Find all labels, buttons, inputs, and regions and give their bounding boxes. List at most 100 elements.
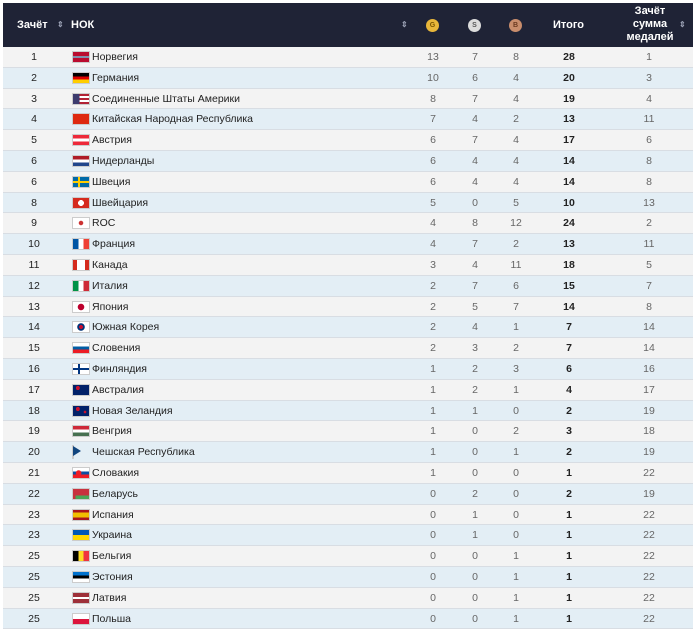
table-row[interactable]: 23 Украина 0 1 0 1 22 — [3, 525, 693, 547]
table-row[interactable]: 23 Испания 0 1 0 1 22 — [3, 504, 693, 526]
table-row[interactable]: 9 ROC 4 8 12 24 2 — [3, 213, 693, 235]
table-row[interactable]: 18 Новая Зеландия 1 1 0 2 19 — [3, 400, 693, 422]
rank: 6 — [31, 175, 37, 188]
flag-icon — [72, 258, 90, 271]
rank: 14 — [28, 321, 40, 334]
country-name[interactable]: Латвия — [92, 591, 127, 604]
country-name[interactable]: Швейцария — [92, 196, 149, 209]
country-name[interactable]: Норвегия — [92, 51, 138, 63]
table-row[interactable]: 11 Канада 3 4 11 18 5 — [3, 254, 693, 276]
country-name[interactable]: Южная Корея — [92, 321, 160, 334]
table-row[interactable]: 1 Норвегия 13 7 8 28 1 — [3, 47, 693, 68]
bronze-count: 6 — [513, 279, 519, 292]
rank-by-total: 18 — [643, 425, 655, 438]
bronze-medal-icon[interactable]: B — [509, 19, 522, 32]
country-name[interactable]: Испания — [92, 508, 134, 521]
col-rank-total-header[interactable]: Зачёт сумма медалей — [626, 5, 674, 43]
table-row[interactable]: 8 Швейцария 5 0 5 10 13 — [3, 192, 693, 214]
country-name[interactable]: Австрия — [92, 134, 132, 147]
total-count: 20 — [563, 71, 575, 84]
country-name[interactable]: Италия — [92, 279, 128, 292]
bronze-count: 0 — [513, 529, 519, 542]
rank: 25 — [28, 570, 40, 583]
country-name[interactable]: Словакия — [92, 466, 140, 479]
rank-by-total: 3 — [646, 71, 652, 84]
total-count: 2 — [566, 487, 572, 500]
total-count: 3 — [566, 425, 572, 438]
table-row[interactable]: 25 Латвия 0 0 1 1 22 — [3, 587, 693, 609]
country-name[interactable]: Польша — [92, 612, 132, 625]
country-name[interactable]: Украина — [92, 529, 132, 542]
country-name[interactable]: Словения — [92, 342, 141, 355]
country-name[interactable]: Бельгия — [92, 550, 132, 563]
bronze-count: 5 — [513, 196, 519, 209]
rank: 23 — [28, 508, 40, 521]
table-row[interactable]: 15 Словения 2 3 2 7 14 — [3, 338, 693, 359]
flag-icon — [72, 92, 90, 105]
sort-noc-icon[interactable]: ⇕ — [401, 20, 408, 29]
country-name[interactable]: Соединенные Штаты Америки — [92, 92, 240, 105]
country-name[interactable]: Нидерланды — [92, 154, 155, 167]
silver-count: 7 — [472, 134, 478, 147]
gold-medal-icon[interactable]: G — [426, 19, 439, 32]
country-name[interactable]: Швеция — [92, 175, 131, 188]
table-row[interactable]: 25 Эстония 0 0 1 1 22 — [3, 566, 693, 588]
rank-by-total: 22 — [643, 529, 655, 542]
bronze-count: 11 — [510, 258, 522, 271]
col-noc-header[interactable]: НОК — [71, 19, 95, 31]
table-row[interactable]: 12 Италия 2 7 6 15 7 — [3, 275, 693, 297]
table-row[interactable]: 22 Беларусь 0 2 0 2 19 — [3, 483, 693, 505]
country-name[interactable]: Канада — [92, 258, 128, 271]
country-name[interactable]: Япония — [92, 300, 129, 313]
country-name[interactable]: Финляндия — [92, 362, 147, 375]
table-row[interactable]: 5 Австрия 6 7 4 17 6 — [3, 130, 693, 151]
table-row[interactable]: 25 Бельгия 0 0 1 1 22 — [3, 546, 693, 567]
table-row[interactable]: 10 Франция 4 7 2 13 11 — [3, 234, 693, 255]
silver-count: 4 — [472, 321, 478, 334]
flag-icon — [72, 113, 90, 126]
table-row[interactable]: 20 Чешская Республика 1 0 1 2 19 — [3, 442, 693, 463]
country-name[interactable]: Венгрия — [92, 425, 132, 438]
flag-icon — [72, 175, 90, 188]
table-row[interactable]: 3 Соединенные Штаты Америки 8 7 4 19 4 — [3, 88, 693, 110]
sort-rank-icon[interactable]: ⇕ — [57, 20, 64, 29]
total-count: 1 — [566, 508, 572, 521]
medal-table: Зачёт ⇕ НОК ⇕ G S B Итого Зачёт сумма ме… — [3, 3, 693, 630]
country-name[interactable]: Беларусь — [92, 487, 138, 500]
flag-icon — [72, 71, 90, 84]
table-row[interactable]: 2 Германия 10 6 4 20 3 — [3, 67, 693, 89]
bronze-count: 0 — [513, 404, 519, 417]
col-total-header[interactable]: Итого — [553, 19, 585, 31]
table-row[interactable]: 17 Австралия 1 2 1 4 17 — [3, 379, 693, 401]
gold-count: 6 — [430, 154, 436, 167]
country-name[interactable]: Чешская Республика — [92, 446, 195, 459]
sort-rank-total-icon[interactable]: ⇕ — [679, 20, 686, 29]
table-row[interactable]: 16 Финляндия 1 2 3 6 16 — [3, 358, 693, 380]
country-name[interactable]: ROC — [92, 217, 116, 230]
rank-by-total: 1 — [646, 51, 652, 63]
country-name[interactable]: Франция — [92, 238, 136, 251]
total-count: 24 — [563, 217, 575, 230]
flag-icon — [72, 508, 90, 521]
country-name[interactable]: Китайская Народная Республика — [92, 113, 254, 126]
table-row[interactable]: 13 Япония 2 5 7 14 8 — [3, 296, 693, 318]
country-name[interactable]: Новая Зеландия — [92, 404, 173, 417]
col-rank-header[interactable]: Зачёт — [17, 19, 48, 31]
table-row[interactable]: 19 Венгрия 1 0 2 3 18 — [3, 421, 693, 443]
rank-by-total: 22 — [643, 570, 655, 583]
silver-medal-icon[interactable]: S — [468, 19, 481, 32]
bronze-count: 3 — [513, 362, 519, 375]
table-row[interactable]: 6 Нидерланды 6 4 4 14 8 — [3, 150, 693, 172]
table-row[interactable]: 21 Словакия 1 0 0 1 22 — [3, 462, 693, 484]
table-row[interactable]: 14 Южная Корея 2 4 1 7 14 — [3, 317, 693, 339]
country-name[interactable]: Германия — [92, 71, 140, 84]
table-row[interactable]: 25 Польша 0 0 1 1 22 — [3, 608, 693, 630]
total-count: 2 — [566, 446, 572, 459]
country-name[interactable]: Австралия — [92, 383, 144, 396]
table-row[interactable]: 4 Китайская Народная Республика 7 4 2 13… — [3, 109, 693, 131]
table-row[interactable]: 6 Швеция 6 4 4 14 8 — [3, 171, 693, 193]
gold-count: 5 — [430, 196, 436, 209]
flag-icon — [72, 487, 90, 500]
country-name[interactable]: Эстония — [92, 570, 133, 583]
gold-count: 3 — [430, 258, 436, 271]
